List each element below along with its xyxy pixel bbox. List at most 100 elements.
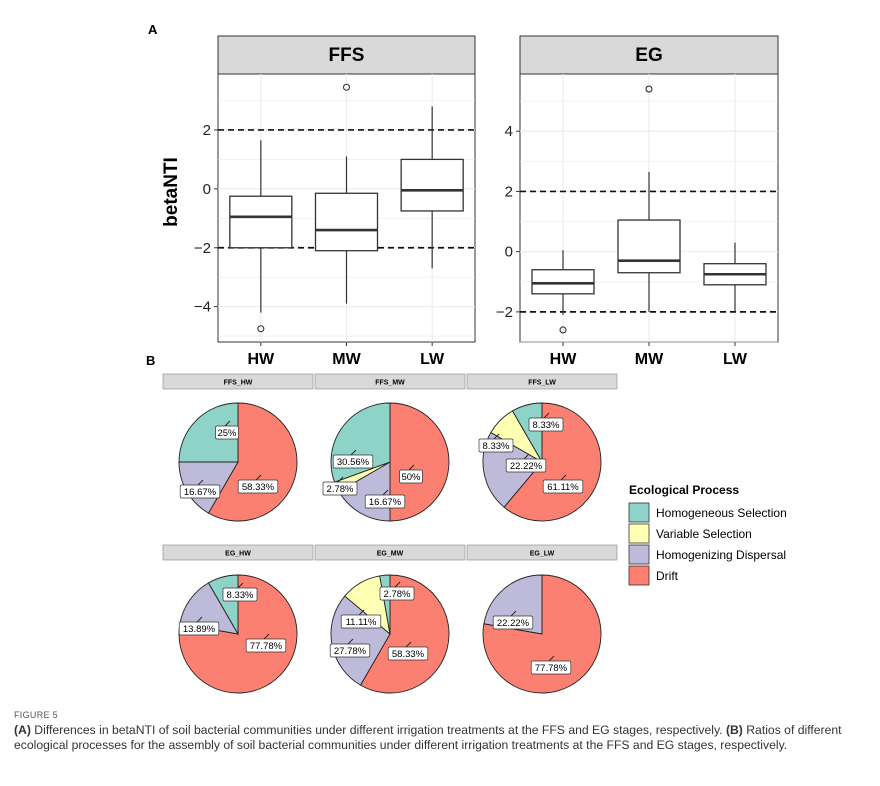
pie-label-leader	[197, 479, 204, 486]
pie-label-box	[178, 621, 220, 636]
pie-label-leader	[350, 449, 357, 456]
pie-title: FFS_MW	[375, 380, 405, 387]
x-tick-label: MW	[332, 351, 361, 368]
x-tick-label: LW	[420, 351, 445, 368]
box-lw	[703, 242, 767, 312]
pie-label: 30.56%	[337, 457, 370, 468]
pie-label: 8.33%	[483, 441, 510, 452]
y-tick-label: −4	[194, 299, 211, 316]
pie-label-box	[379, 586, 415, 601]
caption-text-a: Differences in betaNTI of soil bacterial…	[30, 723, 726, 737]
pie-label-box	[179, 484, 221, 499]
pie-label: 77.78%	[535, 663, 568, 674]
box-mw	[617, 85, 681, 312]
pie-label-box	[322, 481, 358, 496]
pie-label: 8.33%	[227, 590, 254, 601]
pie-label: 22.22%	[497, 618, 530, 629]
pie-strip	[314, 373, 466, 390]
pie-eg-lw: EG_LW 77.78% 22.22%	[466, 544, 618, 694]
pie-label-leader	[382, 489, 389, 496]
x-tick-label: HW	[550, 351, 578, 368]
caption-text-b: Ratios of different ecological processes…	[14, 723, 842, 752]
pie-label: 61.11%	[547, 482, 579, 493]
pie-label-leader	[394, 581, 401, 588]
panel-letter-b: B	[146, 353, 155, 368]
facet-strip	[519, 35, 779, 75]
legend-title: Ecological Process	[629, 483, 739, 497]
pie-label-leader	[347, 638, 354, 645]
pie-label-leader	[405, 641, 412, 648]
pie-label-leader	[510, 610, 517, 617]
iqr-box	[400, 158, 464, 212]
pie-label-box	[399, 469, 423, 484]
facet-ffs: FFS −4 −2 0 2 HW MW LW	[194, 35, 476, 368]
pie-label-box	[478, 438, 514, 453]
pie-ffs-mw: FFS_MW 50% 16.67% 2.78% 30.56%	[314, 373, 466, 522]
pie-label: 13.89%	[183, 624, 216, 635]
pie-label: 22.22%	[510, 461, 543, 472]
box-mw	[314, 83, 379, 304]
x-tick-label: HW	[248, 351, 276, 368]
pie-label-box	[332, 454, 374, 469]
iqr-box	[229, 195, 293, 249]
pie-label-leader	[263, 633, 270, 640]
iqr-box	[617, 219, 681, 274]
pie-label-box	[387, 646, 429, 661]
pie-label-leader	[408, 464, 415, 471]
outlier-point	[559, 326, 567, 334]
pie-strip	[466, 544, 618, 561]
pie-label: 50%	[401, 472, 421, 483]
pie-label-box	[530, 660, 572, 675]
facet-title: FFS	[329, 45, 365, 66]
y-axis-label: betaNTI	[161, 157, 182, 227]
pie-strip	[314, 544, 466, 561]
facet-strip	[217, 35, 476, 75]
pie-label-box	[340, 614, 382, 629]
legend-entry: Homogenizing Dispersal	[656, 548, 786, 562]
panel-letter-a: A	[148, 22, 158, 37]
pie-strip	[466, 373, 618, 390]
panel-b-pies: FFS_HW 58.33% 16.67% 25% FFS_MW 50% 16.67% 2.78…	[162, 373, 618, 694]
pie-label-leader	[523, 453, 530, 460]
y-tick-label: −2	[194, 240, 211, 257]
pie-strip	[162, 373, 314, 390]
pie-label-leader	[224, 420, 231, 427]
y-tick-label: 0	[505, 244, 513, 261]
legend-swatch	[628, 565, 650, 586]
pie-label-box	[222, 587, 258, 602]
pie-label: 25%	[217, 428, 237, 439]
caption-marker-b: (B)	[725, 723, 743, 737]
pie-label: 16.67%	[369, 497, 402, 508]
pie-strip	[162, 544, 314, 561]
y-tick-label: 4	[505, 123, 513, 140]
pie-label-leader	[337, 476, 344, 483]
legend-entry: Homogeneous Selection	[656, 506, 787, 520]
pie-label-leader	[493, 433, 500, 440]
pie-label-leader	[560, 474, 567, 481]
pie-label: 27.78%	[334, 646, 367, 657]
pie-title: FFS_LW	[528, 380, 556, 387]
pie-label-box	[542, 479, 584, 494]
pie-label-leader	[358, 609, 365, 616]
pie-label-box	[237, 479, 279, 494]
pie-label-box	[245, 638, 287, 653]
pie-label-leader	[543, 412, 550, 419]
legend-entry: Drift	[656, 569, 679, 583]
facet-title: EG	[635, 45, 662, 66]
pie-slice-drift	[389, 402, 450, 522]
legend-swatch	[628, 523, 650, 544]
pie-label: 58.33%	[392, 649, 425, 660]
legend-swatch	[628, 502, 650, 523]
y-tick-label: −2	[496, 304, 513, 321]
pie-label: 58.33%	[242, 482, 275, 493]
pie-label-box	[505, 458, 547, 473]
pie-label: 2.78%	[384, 589, 411, 600]
pie-label-box	[528, 417, 564, 432]
pie-ffs-hw: FFS_HW 58.33% 16.67% 25%	[162, 373, 314, 522]
pie-label: 8.33%	[533, 420, 560, 431]
legend: Ecological Process Homogeneous Selection V…	[628, 483, 787, 586]
y-tick-label: 2	[505, 183, 513, 200]
pie-label: 11.11%	[346, 617, 377, 628]
